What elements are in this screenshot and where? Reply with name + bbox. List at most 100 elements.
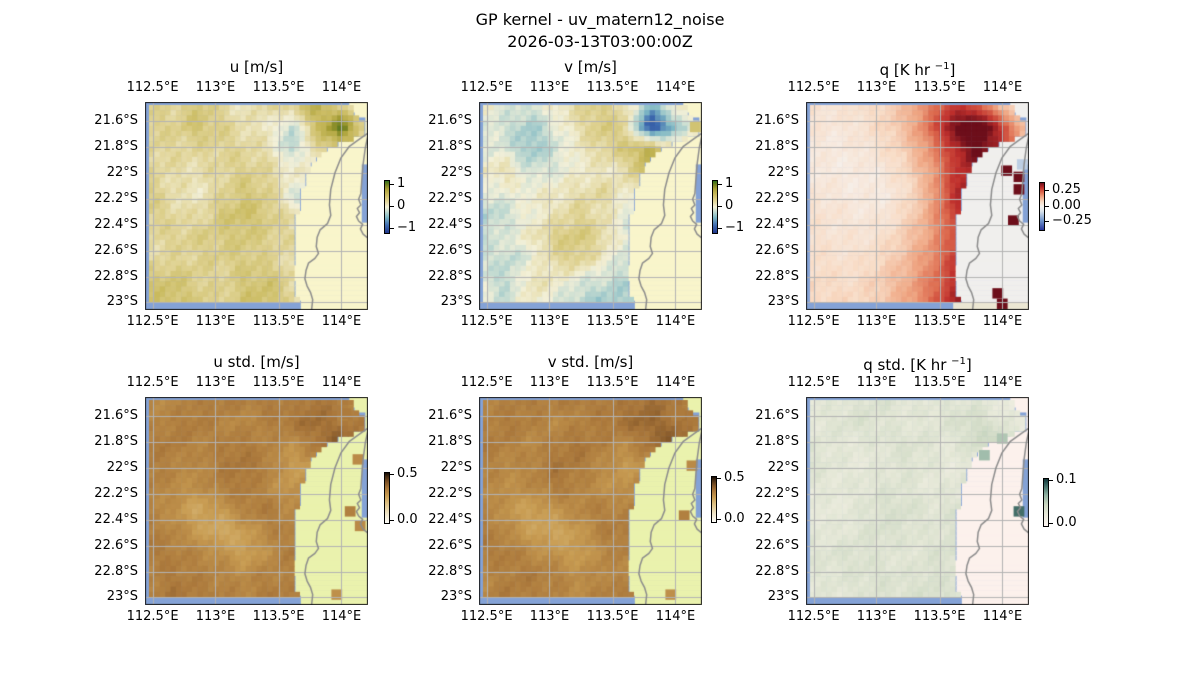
colorbar-label-q_std-1: 0.0 [1056, 514, 1077, 530]
map-canvas-v_std [479, 397, 702, 605]
panel-title-text-end: ] [965, 356, 972, 374]
lat-label-u-6: 22.8°S [94, 268, 138, 284]
lon-label-bottom-v-2: 113.5°E [586, 314, 639, 329]
panel-title-text: v [m/s] [564, 58, 617, 76]
panel-title-text: u std. [m/s] [213, 353, 300, 371]
colorbar-label-u-0: 1 [397, 175, 406, 191]
lat-label-q-4: 22.4°S [755, 216, 799, 232]
colorbar-label-q-0: 0.25 [1052, 181, 1081, 197]
colorbar-tick-q_std-0 [1049, 480, 1053, 482]
colorbar-label-v-1: 0 [725, 198, 734, 213]
lon-label-bottom-v-1: 113°E [529, 314, 570, 329]
lat-label-v-0: 21.6°S [428, 113, 472, 129]
lon-label-top-v-3: 114°E [655, 80, 696, 95]
lon-label-bottom-u-2: 113.5°E [252, 314, 305, 329]
lon-label-top-v-1: 113°E [529, 80, 570, 95]
colorbar-tick-q-1 [1045, 205, 1049, 207]
colorbar-tick-v-0 [718, 183, 722, 185]
panel-title-text: u [m/s] [229, 58, 284, 76]
lat-label-q-0: 21.6°S [755, 113, 799, 129]
colorbar-label-u_std-0: 0.5 [397, 466, 418, 481]
lat-label-q-7: 23°S [767, 294, 799, 310]
lat-label-u_std-1: 21.8°S [94, 434, 138, 450]
lon-label-bottom-q_std-1: 113°E [856, 609, 897, 624]
lon-label-top-v-0: 112.5°E [460, 80, 513, 95]
lat-label-v_std-0: 21.6°S [428, 408, 472, 424]
lat-label-v-5: 22.6°S [428, 242, 472, 258]
colorbar-tick-u-1 [390, 206, 394, 207]
panel-title-v: v [m/s] [479, 58, 702, 76]
panel-title-text: q std. [K hr [863, 356, 952, 374]
figure-suptitle-line2: 2026-03-13T03:00:00Z [507, 32, 693, 51]
colorbar-label-q-1: 0.00 [1052, 197, 1081, 213]
colorbar-label-v_std-1: 0.0 [724, 511, 745, 527]
lon-label-top-q_std-0: 112.5°E [787, 375, 840, 390]
lat-label-q-6: 22.8°S [755, 268, 799, 284]
lon-label-bottom-u_std-1: 113°E [195, 609, 236, 624]
lat-label-u_std-3: 22.2°S [94, 485, 138, 501]
map-canvas-v [479, 102, 702, 310]
lon-label-top-u-1: 113°E [195, 80, 236, 95]
panel-title-superscript: −1 [951, 356, 966, 367]
lat-label-u_std-0: 21.6°S [94, 408, 138, 424]
colorbar-label-u-2: −1 [397, 220, 417, 236]
panel-title-text: v std. [m/s] [547, 353, 634, 371]
lon-label-top-v_std-2: 113.5°E [586, 375, 639, 390]
colorbar-q [1039, 182, 1045, 231]
map-canvas-u [145, 102, 368, 310]
lon-label-top-u-0: 112.5°E [126, 80, 179, 95]
lon-label-top-q-3: 114°E [982, 80, 1023, 95]
lat-label-q_std-1: 21.8°S [755, 434, 799, 450]
colorbar-label-v-0: 1 [725, 175, 734, 191]
colorbar-v_std [711, 476, 717, 523]
lat-label-v_std-6: 22.8°S [428, 563, 472, 579]
lon-label-top-q_std-3: 114°E [982, 375, 1023, 390]
lat-label-u-7: 23°S [106, 294, 138, 310]
lat-label-u_std-7: 23°S [106, 589, 138, 605]
colorbar-tick-v-2 [718, 228, 722, 230]
lat-label-v_std-7: 23°S [440, 589, 472, 605]
colorbar-tick-u_std-1 [390, 520, 394, 521]
lat-label-u-4: 22.4°S [94, 216, 138, 232]
lon-label-bottom-v_std-0: 112.5°E [460, 609, 513, 624]
map-canvas-u_std [145, 397, 368, 605]
lon-label-bottom-u_std-0: 112.5°E [126, 609, 179, 624]
lon-label-top-q_std-1: 113°E [856, 375, 897, 390]
colorbar-q_std [1043, 478, 1049, 527]
colorbar-tick-q-2 [1045, 221, 1049, 222]
lat-label-u-0: 21.6°S [94, 113, 138, 129]
lon-label-bottom-v-3: 114°E [655, 314, 696, 329]
lon-label-top-q-2: 113.5°E [913, 80, 966, 95]
lon-label-top-u-2: 113.5°E [252, 80, 305, 95]
panel-title-v_std: v std. [m/s] [479, 353, 702, 371]
lat-label-v-3: 22.2°S [428, 190, 472, 206]
colorbar-v [712, 180, 718, 234]
lat-label-u-1: 21.8°S [94, 139, 138, 155]
lat-label-q_std-0: 21.6°S [755, 408, 799, 424]
colorbar-label-v-2: −1 [725, 220, 745, 236]
lat-label-u_std-2: 22°S [106, 460, 138, 476]
colorbar-tick-q_std-1 [1049, 522, 1053, 524]
lon-label-bottom-q_std-3: 114°E [982, 609, 1023, 624]
lat-label-u_std-6: 22.8°S [94, 563, 138, 579]
colorbar-tick-u-2 [390, 228, 394, 230]
lon-label-bottom-v_std-3: 114°E [655, 609, 696, 624]
lat-label-u-2: 22°S [106, 165, 138, 181]
panel-title-u_std: u std. [m/s] [145, 353, 368, 371]
panel-title-text: q [K hr [879, 61, 935, 79]
lat-label-q_std-3: 22.2°S [755, 485, 799, 501]
lat-label-q_std-4: 22.4°S [755, 511, 799, 527]
lat-label-v_std-1: 21.8°S [428, 434, 472, 450]
lon-label-top-v_std-0: 112.5°E [460, 375, 513, 390]
lat-label-q_std-7: 23°S [767, 589, 799, 605]
lon-label-bottom-q-3: 114°E [982, 314, 1023, 329]
lat-label-u_std-5: 22.6°S [94, 537, 138, 553]
colorbar-tick-v_std-1 [717, 519, 721, 521]
lat-label-u_std-4: 22.4°S [94, 511, 138, 527]
lon-label-top-u_std-0: 112.5°E [126, 375, 179, 390]
lon-label-top-v-2: 113.5°E [586, 80, 639, 95]
lat-label-q_std-6: 22.8°S [755, 563, 799, 579]
colorbar-label-u_std-1: 0.0 [397, 512, 418, 527]
colorbar-label-u-1: 0 [397, 198, 406, 213]
lat-label-q-2: 22°S [767, 165, 799, 181]
